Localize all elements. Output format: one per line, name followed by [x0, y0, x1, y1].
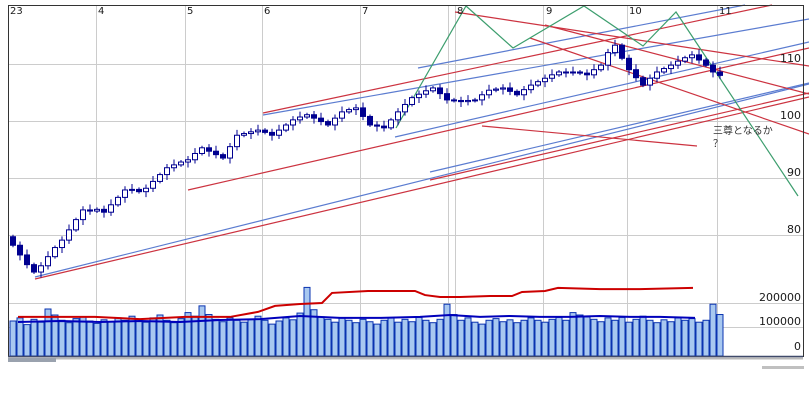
annotation-sanzon-text: 三尊となるか	[713, 124, 773, 137]
volume-bars	[9, 286, 724, 357]
scrollbar-thumb[interactable]	[8, 358, 56, 362]
x-axis-label-23: 23	[10, 6, 23, 17]
annotation-question-mark: ？	[713, 139, 723, 150]
x-axis-label-5: 5	[187, 6, 193, 17]
candlestick-series	[10, 39, 723, 278]
price-label-110: 110	[780, 52, 801, 65]
price-label-90: 90	[787, 166, 801, 179]
resize-handle[interactable]	[762, 366, 804, 369]
volume-label-0: 0	[794, 340, 801, 353]
volume-label-200000: 200000	[759, 291, 801, 304]
x-axis-label-7: 7	[362, 6, 368, 17]
price-label-80: 80	[787, 223, 801, 236]
x-axis-label-4: 4	[98, 6, 104, 17]
trendlines	[34, 4, 809, 280]
x-axis-label-10: 10	[629, 6, 642, 17]
x-axis-label-6: 6	[264, 6, 270, 17]
x-axis-label-11: 11	[719, 6, 732, 17]
volume-label-100000: 100000	[759, 315, 801, 328]
volume-moving-averages	[17, 286, 696, 323]
x-axis-label-9: 9	[546, 6, 552, 17]
x-axis-label-8: 8	[457, 6, 463, 17]
price-label-100: 100	[780, 109, 801, 122]
